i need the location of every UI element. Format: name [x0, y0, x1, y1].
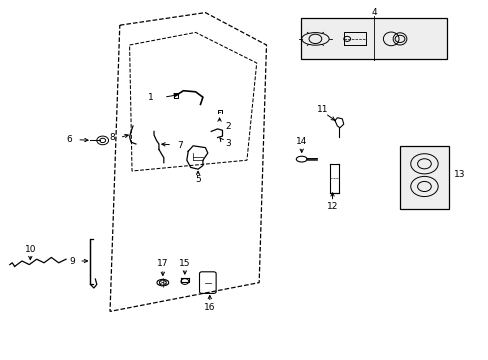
Text: 5: 5 [195, 175, 201, 184]
Text: 11: 11 [316, 104, 328, 113]
Text: 16: 16 [203, 302, 215, 312]
Text: 12: 12 [326, 202, 338, 211]
Text: 13: 13 [453, 170, 465, 179]
FancyBboxPatch shape [399, 146, 448, 209]
Text: 10: 10 [24, 245, 36, 253]
Text: 2: 2 [225, 122, 231, 131]
Text: 7: 7 [177, 140, 183, 150]
Text: 9: 9 [69, 256, 75, 265]
Text: 4: 4 [370, 8, 376, 17]
Text: 14: 14 [295, 137, 307, 146]
Text: 17: 17 [157, 259, 168, 269]
Text: 1: 1 [147, 93, 153, 102]
Text: 15: 15 [179, 259, 190, 268]
Text: 8: 8 [109, 133, 115, 142]
FancyBboxPatch shape [300, 18, 447, 59]
Text: 6: 6 [66, 135, 72, 144]
Text: 3: 3 [225, 139, 231, 148]
